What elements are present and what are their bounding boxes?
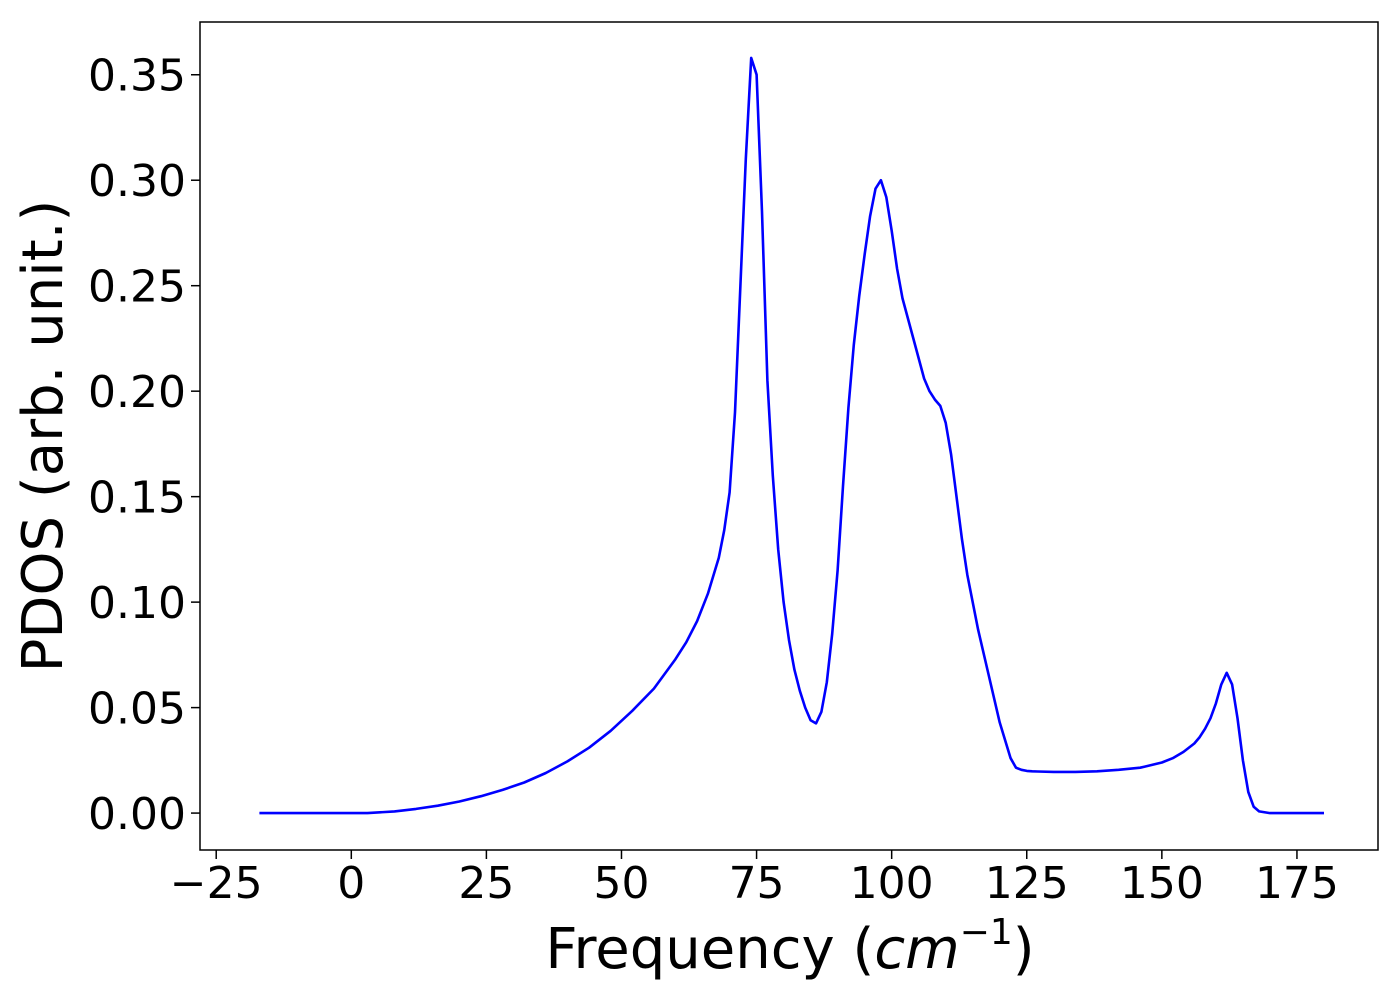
x-axis-ticks: −25 0 25 50 75 100 125 150 175 <box>170 850 1339 909</box>
pdos-series-line <box>259 56 1324 815</box>
y-axis-label: PDOS (arb. unit.) <box>11 200 76 673</box>
plot-area <box>199 21 1379 851</box>
y-tick-label: 0.15 <box>88 473 186 524</box>
y-tick-label: 0.05 <box>88 684 186 735</box>
y-axis-ticks: 0.00 0.05 0.10 0.15 0.20 0.25 0.30 0.35 <box>88 51 200 840</box>
x-tick-label: 150 <box>1120 858 1204 909</box>
x-tick-label: 50 <box>593 858 649 909</box>
x-axis-label-exponent: −1 <box>960 912 1013 953</box>
y-tick-label: 0.35 <box>88 51 186 102</box>
y-tick-label: 0.00 <box>88 789 186 840</box>
y-tick-label: 0.10 <box>88 578 186 629</box>
x-tick-label: 25 <box>458 858 514 909</box>
x-tick-label: 75 <box>729 858 785 909</box>
x-axis-label-text: Frequency ( <box>545 917 874 982</box>
x-axis-label-close: ) <box>1013 917 1035 982</box>
x-tick-label: 175 <box>1255 858 1339 909</box>
x-tick-label: −25 <box>170 858 263 909</box>
y-tick-label: 0.20 <box>88 367 186 418</box>
x-tick-label: 0 <box>337 858 365 909</box>
x-axis-label: Frequency (cm−1) <box>545 912 1034 982</box>
x-axis-label-unit: cm <box>874 917 959 982</box>
y-tick-label: 0.30 <box>88 156 186 207</box>
y-tick-label: 0.25 <box>88 262 186 313</box>
x-tick-label: 125 <box>985 858 1069 909</box>
x-tick-label: 100 <box>850 858 934 909</box>
